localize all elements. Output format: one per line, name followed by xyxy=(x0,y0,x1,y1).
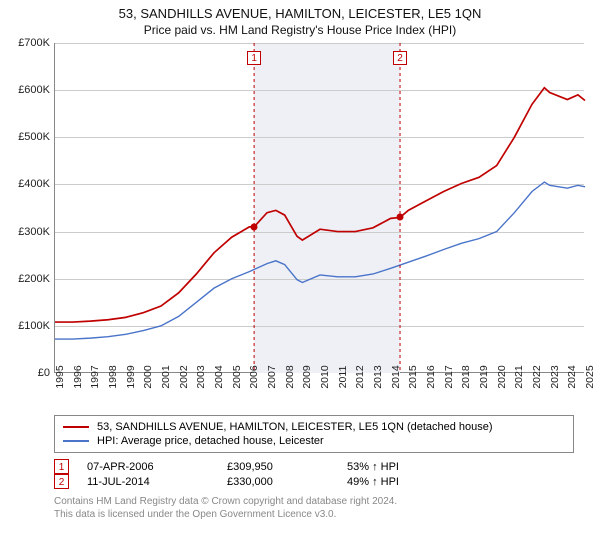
sales-table: 1 07-APR-2006£309,95053% ↑ HPI 2 11-JUL-201… xyxy=(54,459,590,489)
title-subtitle: Price paid vs. HM Land Registry's House … xyxy=(10,23,590,37)
sale-row: 2 11-JUL-2014£330,00049% ↑ HPI xyxy=(54,474,590,489)
sale-delta: 53% ↑ HPI xyxy=(347,461,467,473)
legend-label: 53, SANDHILLS AVENUE, HAMILTON, LEICESTE… xyxy=(97,421,493,433)
x-tick-label: 2005 xyxy=(231,365,243,388)
series-line xyxy=(55,88,585,322)
y-tick-label: £200K xyxy=(6,273,50,285)
sale-date: 07-APR-2006 xyxy=(87,461,227,473)
x-tick-label: 2008 xyxy=(284,365,296,388)
y-tick-label: £400K xyxy=(6,178,50,190)
legend-swatch xyxy=(63,440,89,442)
x-tick-label: 2015 xyxy=(407,365,419,388)
x-tick-label: 2002 xyxy=(178,365,190,388)
x-tick-label: 1998 xyxy=(107,365,119,388)
x-tick-label: 2003 xyxy=(195,365,207,388)
y-tick-label: £500K xyxy=(6,131,50,143)
x-tick-label: 2011 xyxy=(337,366,349,389)
x-tick-label: 2023 xyxy=(549,365,561,388)
x-tick-label: 2020 xyxy=(496,365,508,388)
chart-lines xyxy=(55,43,585,373)
marker-box: 2 xyxy=(393,51,407,65)
x-tick-label: 2013 xyxy=(372,365,384,388)
sale-price: £309,950 xyxy=(227,461,347,473)
footer-attribution: Contains HM Land Registry data © Crown c… xyxy=(54,495,590,521)
legend-item: 53, SANDHILLS AVENUE, HAMILTON, LEICESTE… xyxy=(63,420,565,434)
x-tick-label: 2018 xyxy=(460,365,472,388)
x-tick-label: 2007 xyxy=(266,365,278,388)
sale-date: 11-JUL-2014 xyxy=(87,476,227,488)
page-root: 53, SANDHILLS AVENUE, HAMILTON, LEICESTE… xyxy=(0,0,600,560)
x-tick-label: 2017 xyxy=(443,365,455,388)
legend-swatch xyxy=(63,426,89,428)
x-tick-label: 1997 xyxy=(89,365,101,388)
sale-point-dot xyxy=(397,214,404,221)
x-tick-label: 2025 xyxy=(584,365,596,388)
x-tick-label: 2022 xyxy=(531,365,543,388)
sale-delta: 49% ↑ HPI xyxy=(347,476,467,488)
sale-point-dot xyxy=(251,223,258,230)
footer-line-2: This data is licensed under the Open Gov… xyxy=(54,508,590,521)
x-tick-label: 1996 xyxy=(72,365,84,388)
x-tick-label: 2000 xyxy=(142,365,154,388)
x-tick-label: 2004 xyxy=(213,365,225,388)
sale-marker-box: 2 xyxy=(54,474,69,489)
x-tick-label: 1999 xyxy=(125,365,137,388)
chart-titles: 53, SANDHILLS AVENUE, HAMILTON, LEICESTE… xyxy=(10,6,590,37)
x-tick-label: 2010 xyxy=(319,365,331,388)
x-tick-label: 2014 xyxy=(390,365,402,388)
chart-area: 12 £0£100K£200K£300K£400K£500K£600K£700K… xyxy=(10,43,590,411)
x-tick-label: 2012 xyxy=(354,365,366,388)
x-tick-label: 2016 xyxy=(425,365,437,388)
y-tick-label: £600K xyxy=(6,84,50,96)
sale-row: 1 07-APR-2006£309,95053% ↑ HPI xyxy=(54,459,590,474)
footer-line-1: Contains HM Land Registry data © Crown c… xyxy=(54,495,590,508)
legend-label: HPI: Average price, detached house, Leic… xyxy=(97,435,324,447)
legend-item: HPI: Average price, detached house, Leic… xyxy=(63,434,565,448)
x-tick-label: 2024 xyxy=(566,365,578,388)
x-tick-label: 2009 xyxy=(301,365,313,388)
y-tick-label: £100K xyxy=(6,320,50,332)
sale-marker-box: 1 xyxy=(54,459,69,474)
x-tick-label: 2021 xyxy=(513,365,525,388)
legend: 53, SANDHILLS AVENUE, HAMILTON, LEICESTE… xyxy=(54,415,574,453)
x-tick-label: 1995 xyxy=(54,365,66,388)
x-tick-label: 2019 xyxy=(478,365,490,388)
y-tick-label: £300K xyxy=(6,226,50,238)
x-tick-label: 2001 xyxy=(160,365,172,388)
marker-box: 1 xyxy=(247,51,261,65)
sale-price: £330,000 xyxy=(227,476,347,488)
y-tick-label: £700K xyxy=(6,37,50,49)
y-tick-label: £0 xyxy=(6,367,50,379)
x-tick-label: 2006 xyxy=(248,365,260,388)
plot-region: 12 xyxy=(54,43,584,373)
title-address: 53, SANDHILLS AVENUE, HAMILTON, LEICESTE… xyxy=(10,6,590,21)
